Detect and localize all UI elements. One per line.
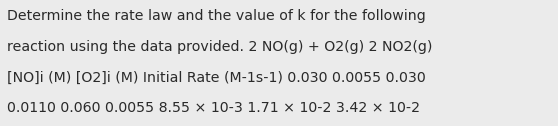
- Text: [NO]i (M) [O2]i (M) Initial Rate (M-1s-1) 0.030 0.0055 0.030: [NO]i (M) [O2]i (M) Initial Rate (M-1s-1…: [7, 71, 426, 85]
- Text: reaction using the data provided. 2 NO(g) + O2(g) 2 NO2(g): reaction using the data provided. 2 NO(g…: [7, 40, 432, 54]
- Text: 0.0110 0.060 0.0055 8.55 × 10-3 1.71 × 10-2 3.42 × 10-2: 0.0110 0.060 0.0055 8.55 × 10-3 1.71 × 1…: [7, 101, 420, 115]
- Text: Determine the rate law and the value of k for the following: Determine the rate law and the value of …: [7, 9, 426, 23]
